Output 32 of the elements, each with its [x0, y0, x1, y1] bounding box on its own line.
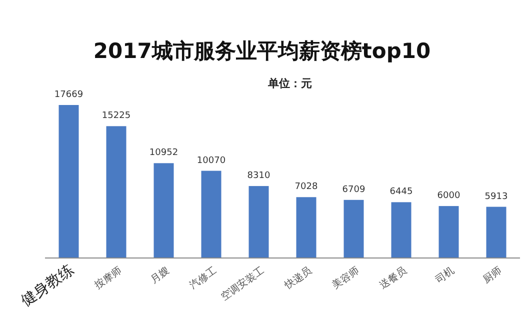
x-tick-label: 送餐员: [378, 264, 409, 292]
data-label: 15225: [102, 111, 131, 122]
data-label: 6709: [342, 184, 366, 195]
x-tick-label: 美容师: [330, 264, 362, 292]
bar: [106, 126, 126, 258]
bar: [296, 197, 316, 258]
x-tick-label: 月嫂: [148, 265, 172, 286]
chart-subtitle: 单位：元: [267, 77, 312, 90]
bar: [58, 105, 79, 258]
bar: [344, 200, 364, 258]
x-tick-label: 按摩师: [92, 264, 124, 292]
chart-title: 2017城市服务业平均薪资榜top10: [93, 39, 431, 63]
bar: [391, 202, 412, 258]
data-label: 7028: [294, 182, 318, 192]
bar: [486, 206, 506, 258]
x-tick-label: 健身教练: [18, 260, 78, 310]
data-label: 17669: [54, 90, 84, 100]
data-label: 6000: [437, 191, 460, 202]
x-tick-label: 司机: [433, 264, 456, 286]
bar: [248, 186, 269, 258]
x-tick-label: 厨师: [481, 265, 504, 286]
data-label: 5913: [484, 192, 508, 202]
x-tick-label: 空调安装工: [218, 264, 266, 304]
x-tick-label: 汽修工: [188, 264, 219, 292]
x-tick-label: 快递员: [282, 264, 314, 292]
bar: [201, 170, 222, 258]
bar: [154, 163, 174, 258]
bar: [438, 206, 459, 258]
data-label: 6445: [390, 187, 413, 198]
data-label: 8310: [247, 171, 270, 182]
data-label: 10070: [196, 156, 226, 166]
data-label: 10952: [149, 148, 178, 158]
